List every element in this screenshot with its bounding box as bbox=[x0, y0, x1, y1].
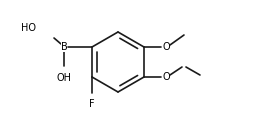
Text: OH: OH bbox=[56, 73, 72, 83]
Text: O: O bbox=[162, 42, 170, 52]
Text: F: F bbox=[89, 99, 95, 109]
Text: B: B bbox=[61, 42, 67, 52]
Text: O: O bbox=[162, 72, 170, 82]
Text: HO: HO bbox=[21, 23, 36, 33]
